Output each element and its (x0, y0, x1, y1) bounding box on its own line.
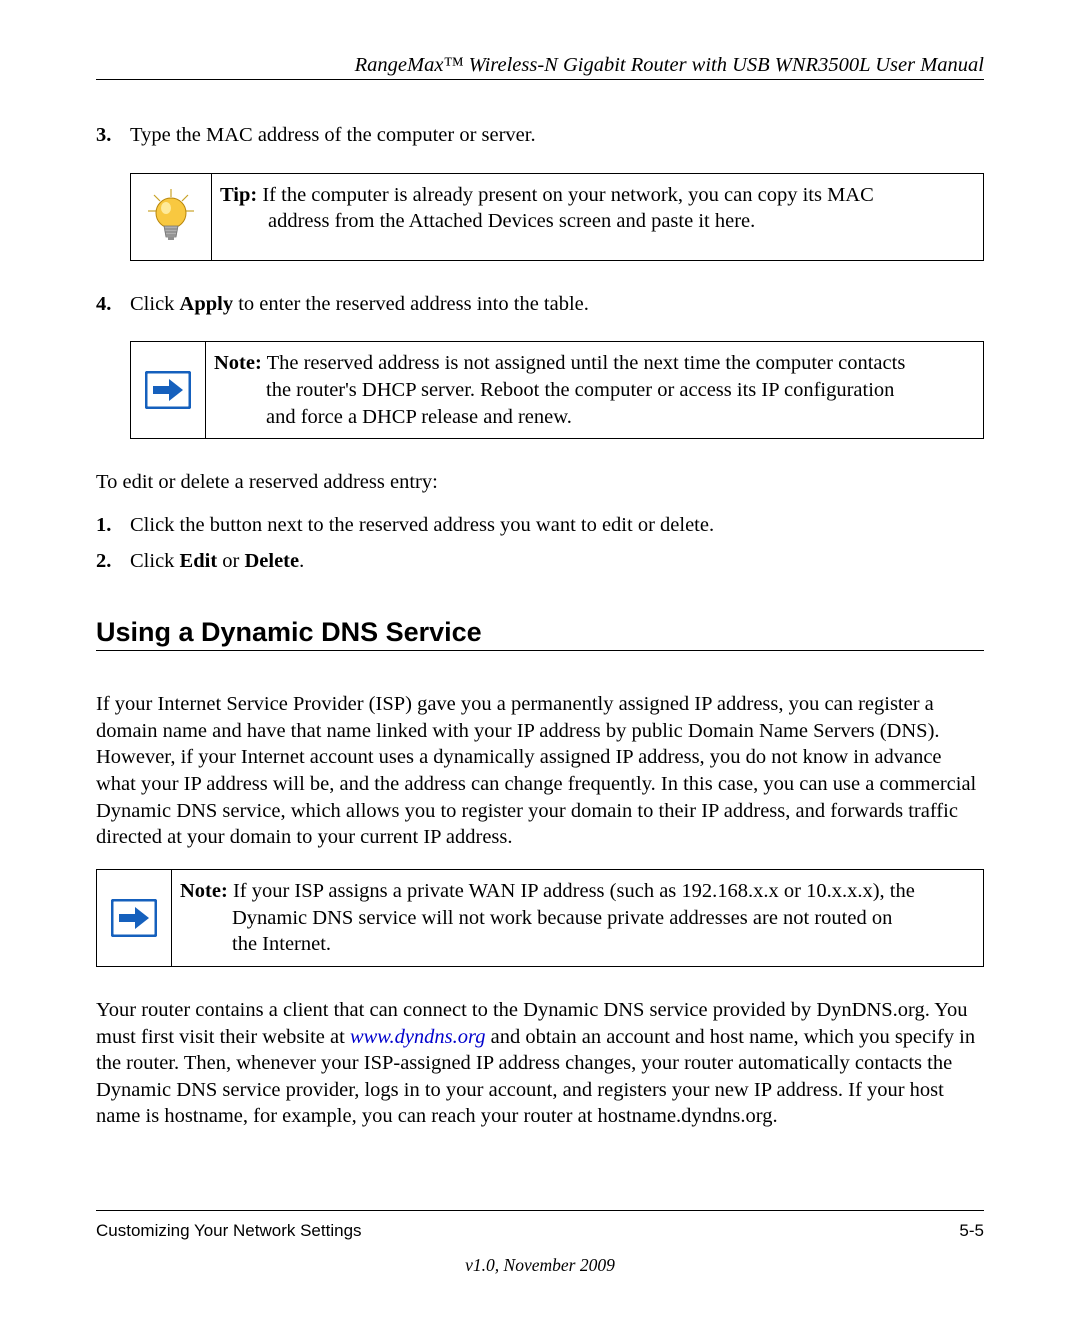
note-label: Note: (214, 352, 262, 374)
step-text: Click the button next to the reserved ad… (130, 512, 714, 539)
dns-paragraph-1: If your Internet Service Provider (ISP) … (96, 691, 984, 851)
edit-step-2: 2. Click Edit or Delete. (96, 548, 984, 575)
step-4: 4. Click Apply to enter the reserved add… (96, 291, 984, 318)
apply-label: Apply (180, 293, 234, 315)
tip-icon-cell (131, 174, 212, 260)
footer-rule (96, 1210, 984, 1211)
note-line2: the router's DHCP server. Reboot the com… (214, 377, 905, 404)
step-3: 3. Type the MAC address of the computer … (96, 122, 984, 149)
arrow-icon (111, 899, 157, 937)
arrow-icon (145, 371, 191, 409)
tip-callout: Tip: If the computer is already present … (130, 173, 984, 261)
section-rule (96, 650, 984, 651)
text-fragment: or (217, 550, 244, 572)
note-line2: Dynamic DNS service will not work becaus… (180, 905, 915, 932)
tip-line2: address from the Attached Devices screen… (220, 208, 874, 235)
text-fragment: . (299, 550, 304, 572)
note-icon-cell (97, 870, 172, 966)
dyndns-link[interactable]: www.dyndns.org (350, 1026, 486, 1048)
step-number: 1. (96, 512, 130, 539)
tip-text: Tip: If the computer is already present … (212, 174, 886, 260)
note-callout-2: Note: If your ISP assigns a private WAN … (96, 869, 984, 967)
note-line3: the Internet. (180, 931, 915, 958)
header-rule (96, 79, 984, 80)
dns-paragraph-2: Your router contains a client that can c… (96, 997, 984, 1130)
footer-page-number: 5-5 (959, 1221, 984, 1241)
delete-label: Delete (244, 550, 299, 572)
tip-line1: If the computer is already present on yo… (257, 184, 874, 206)
note-callout: Note: The reserved address is not assign… (130, 341, 984, 439)
step-text: Type the MAC address of the computer or … (130, 122, 536, 149)
note-line1: If your ISP assigns a private WAN IP add… (228, 880, 915, 902)
edit-label: Edit (180, 550, 218, 572)
note-line1: The reserved address is not assigned unt… (262, 352, 906, 374)
note-icon-cell (131, 342, 206, 438)
footer-version: v1.0, November 2009 (96, 1255, 984, 1276)
step-number: 4. (96, 291, 130, 318)
step-number: 2. (96, 548, 130, 575)
page-footer: Customizing Your Network Settings 5-5 v1… (96, 1210, 984, 1276)
section-heading: Using a Dynamic DNS Service (96, 617, 984, 648)
edit-step-1: 1. Click the button next to the reserved… (96, 512, 984, 539)
footer-left: Customizing Your Network Settings (96, 1221, 362, 1241)
step-text: Click Edit or Delete. (130, 548, 304, 575)
note-line3: and force a DHCP release and renew. (214, 404, 905, 431)
note-text: Note: If your ISP assigns a private WAN … (172, 870, 927, 966)
tip-label: Tip: (220, 184, 257, 206)
text-fragment: Click (130, 550, 180, 572)
text-fragment: Click (130, 293, 180, 315)
edit-delete-intro: To edit or delete a reserved address ent… (96, 469, 984, 496)
page-header-title: RangeMax™ Wireless-N Gigabit Router with… (96, 54, 984, 77)
note-label: Note: (180, 880, 228, 902)
step-number: 3. (96, 122, 130, 149)
lightbulb-icon (144, 187, 198, 247)
step-text: Click Apply to enter the reserved addres… (130, 291, 589, 318)
text-fragment: to enter the reserved address into the t… (233, 293, 589, 315)
note-text: Note: The reserved address is not assign… (206, 342, 917, 438)
